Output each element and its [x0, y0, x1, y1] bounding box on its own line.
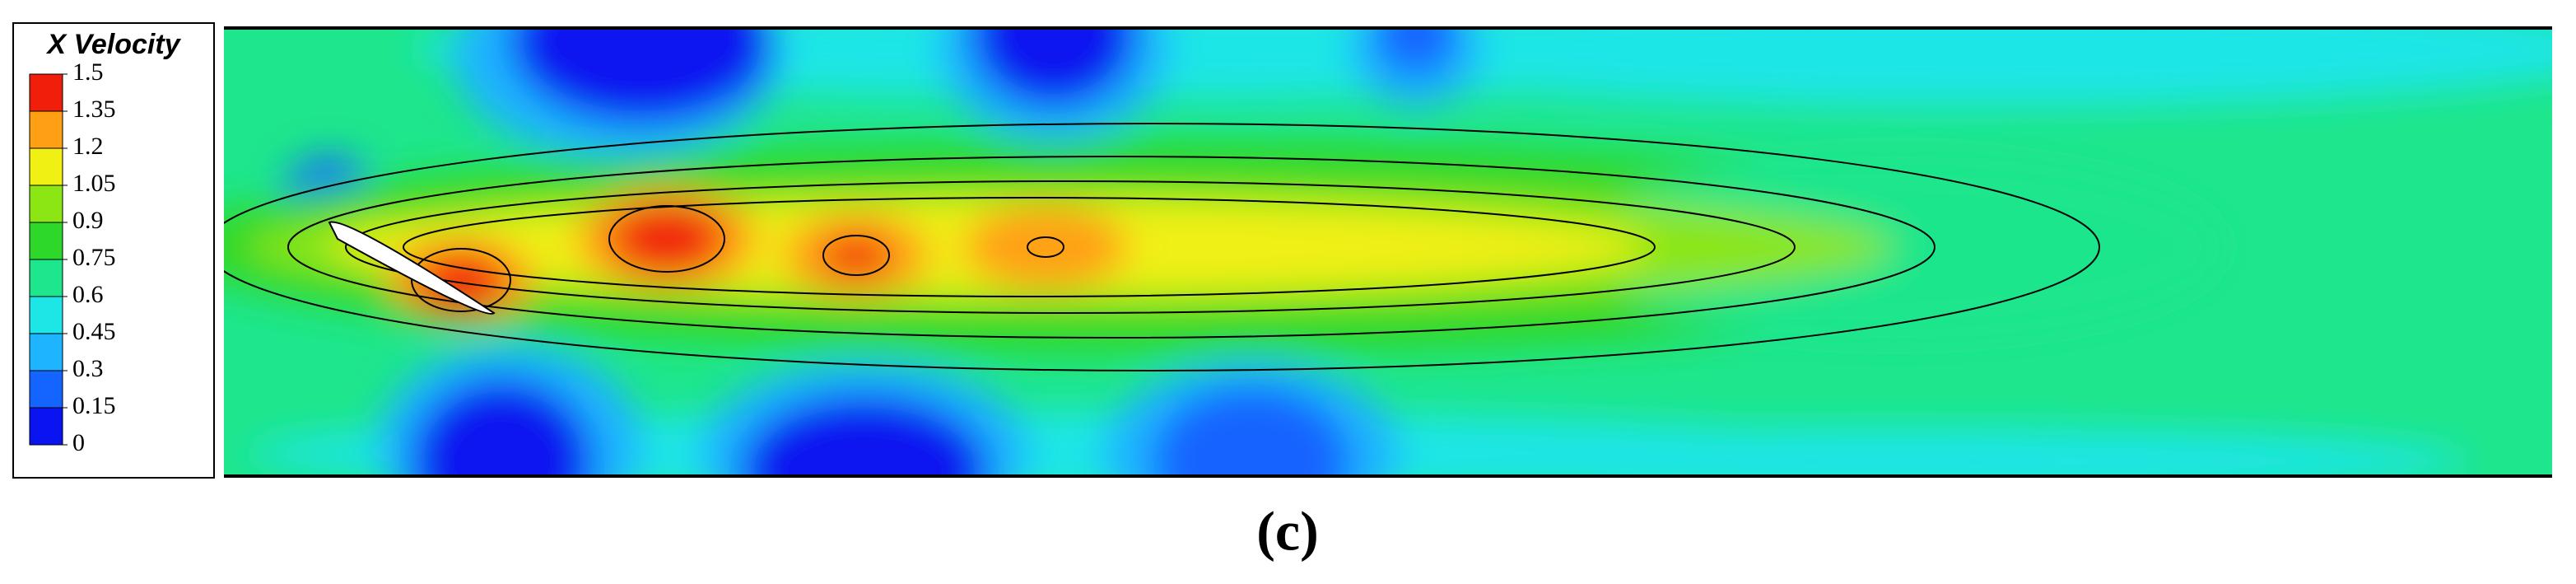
field-region: [416, 251, 506, 309]
field-region: [510, 26, 774, 124]
caption: (c): [1256, 500, 1318, 563]
colorbar-swatch: [29, 222, 63, 260]
contour-line: [287, 156, 1935, 339]
field-region: [1161, 210, 1309, 284]
velocity-field: [224, 26, 2552, 478]
colorbar-tick-label: 1.5: [72, 58, 104, 86]
field-region: [412, 379, 593, 478]
contour-line: [403, 197, 1656, 297]
colorbar-tick-label: 0.6: [72, 281, 104, 308]
field-region: [971, 26, 1136, 107]
colorbar-tick-label: 0.9: [72, 207, 104, 234]
field-region: [1153, 387, 1350, 478]
airfoil: [328, 221, 496, 315]
contour-lines: [224, 123, 2100, 371]
field-region: [1317, 428, 2470, 478]
contour-line: [822, 235, 890, 276]
field-region: [823, 235, 889, 276]
contour-line: [411, 248, 511, 312]
colorbar-title: X Velocity: [45, 29, 181, 60]
colorbar-tick-label: 0.15: [72, 392, 116, 419]
colorbar-swatch: [29, 147, 63, 186]
contour-line: [1027, 236, 1064, 258]
colorbar-swatch: [29, 370, 63, 409]
colorbar-tick-label: 0.75: [72, 244, 116, 271]
colorbar-swatch: [29, 296, 63, 334]
colorbar-swatch: [29, 259, 63, 297]
colorbar-tick-label: 1.05: [72, 170, 116, 197]
colorbar-tick-label: 1.35: [72, 96, 116, 123]
colorbar-tick-label: 0.45: [72, 318, 116, 345]
colorbar-tick-label: 1.2: [72, 133, 104, 160]
plot-area: [224, 26, 2552, 478]
field-region: [1317, 26, 2552, 107]
colorbar-swatch: [29, 333, 63, 371]
colorbar-tick-label: 0: [72, 429, 85, 456]
contour-line: [224, 123, 2100, 371]
contour-line: [608, 205, 725, 273]
field-region: [741, 395, 988, 478]
colorbar-swatch: [29, 407, 63, 446]
colorbar-swatch: [29, 185, 63, 223]
field-region: [609, 204, 724, 273]
colorbar-swatch: [29, 110, 63, 149]
field-region: [1375, 26, 1457, 74]
colorbar-swatch: [29, 73, 63, 112]
contour-line: [345, 180, 1796, 314]
colorbar-tick-label: 0.3: [72, 355, 104, 382]
